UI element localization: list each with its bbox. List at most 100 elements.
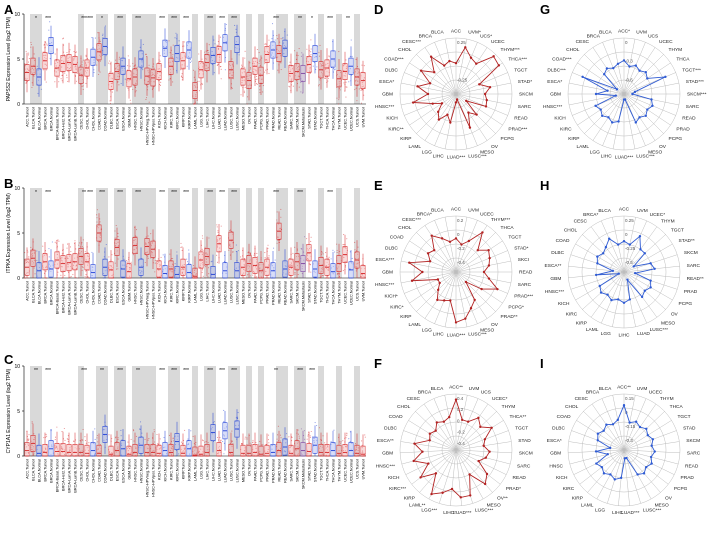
data-point: [156, 277, 158, 279]
data-point: [151, 454, 153, 456]
x-tick-label: ESCA.Normal: [122, 459, 126, 483]
radar-axis-label: THYM: [661, 219, 675, 225]
data-point: [85, 82, 87, 85]
data-point: [338, 51, 340, 53]
y-tick-label: 0: [17, 102, 20, 108]
data-point: [67, 258, 69, 260]
radar-spoke: [434, 42, 457, 95]
data-point: [85, 54, 87, 56]
box: [54, 443, 60, 457]
x-tick-label: MESO.Tumor: [242, 106, 246, 130]
data-point: [181, 451, 183, 453]
data-point: [127, 450, 129, 452]
radar-axis-label: LUAD: [637, 331, 650, 337]
data-point: [256, 82, 258, 85]
data-point: [322, 275, 324, 277]
data-point: [201, 61, 203, 63]
data-point: [297, 273, 299, 276]
data-point: [133, 65, 135, 68]
x-tick-label: THCA.Tumor: [326, 280, 330, 303]
x-tick-label: COAD.Normal: [104, 281, 108, 305]
x-tick-label: LUSC.Normal: [236, 459, 240, 483]
x-tick-label: HNSC.Normal: [140, 459, 144, 483]
x-tick-label: BRCA-LumA.Tumor: [68, 106, 72, 140]
data-point: [310, 39, 312, 41]
data-point: [141, 59, 143, 61]
data-point: [224, 69, 226, 71]
data-point: [139, 46, 141, 48]
data-point: [217, 45, 219, 47]
radar-panel-i: ACC** UVMUCECTHYMTHCATGCTSTADSKCMSARCREAD…: [547, 385, 701, 517]
data-point: [61, 80, 63, 82]
data-point: [306, 438, 308, 440]
y-axis-label: ITPKA Expression Level (log2 TPM): [6, 193, 12, 273]
radar-point: [596, 432, 600, 435]
radar-point: [488, 256, 491, 260]
data-point: [51, 444, 53, 446]
radar-point: [646, 77, 649, 80]
radar-axis-label: LIHC: [433, 153, 444, 159]
data-point: [271, 52, 273, 54]
data-point: [198, 253, 201, 255]
x-tick-label: KICH.Tumor: [158, 106, 162, 128]
box: [342, 444, 348, 457]
radar-axis-label: THCA: [501, 225, 515, 231]
radar-point: [628, 298, 632, 301]
data-point: [229, 72, 231, 74]
radar-point: [622, 240, 626, 243]
radar-axis-label: LIHC: [619, 333, 630, 339]
radar-axis-label: BLCA: [599, 30, 612, 36]
data-point: [97, 60, 99, 62]
data-point: [290, 440, 293, 442]
data-point: [207, 253, 209, 255]
significance-label: ***: [171, 368, 177, 374]
data-point: [268, 277, 270, 279]
radar-spoke: [592, 47, 625, 95]
x-tick-label: PRAD.Tumor: [266, 280, 270, 303]
x-tick-label: DLBC.Tumor: [110, 458, 114, 481]
data-point: [277, 434, 279, 436]
radar-ring-label: 0.2: [457, 407, 464, 412]
radar-axis-label: GBM: [382, 270, 393, 276]
group-shade: [318, 188, 324, 278]
x-tick-label: PAAD.Tumor: [254, 458, 258, 481]
data-point: [321, 270, 323, 272]
significance-label: ***: [183, 16, 189, 22]
data-point: [85, 63, 87, 66]
data-point: [346, 86, 348, 88]
data-point: [145, 53, 148, 55]
data-point: [243, 269, 245, 271]
radar-point: [487, 277, 491, 280]
data-point: [279, 451, 281, 453]
data-point: [157, 258, 159, 260]
data-point: [168, 434, 171, 436]
radar-spoke: [455, 93, 468, 149]
x-tick-label: HNSC.Tumor: [134, 280, 138, 303]
x-tick-label: KIRP.Normal: [188, 281, 192, 303]
data-point: [61, 277, 63, 279]
data-point: [334, 69, 336, 71]
group-shade: [132, 188, 156, 278]
significance-label: ***: [219, 368, 225, 374]
data-point: [61, 257, 63, 259]
radar-point: [617, 272, 620, 275]
data-point: [172, 44, 174, 46]
data-point: [330, 258, 332, 260]
data-point: [313, 440, 315, 442]
data-point: [267, 52, 270, 54]
data-point: [99, 221, 101, 223]
radar-point: [480, 287, 483, 291]
x-tick-label: STAD.Tumor: [308, 106, 312, 128]
radar-point: [602, 472, 606, 475]
radar-point: [622, 404, 626, 407]
radar-ring-label: 0: [625, 40, 628, 45]
radar-spoke: [423, 403, 457, 451]
y-tick-label: 5: [17, 57, 20, 63]
data-point: [253, 68, 255, 70]
data-point: [180, 76, 182, 78]
x-tick-label: BRCA.Normal: [50, 281, 54, 305]
data-point: [216, 224, 218, 226]
data-point: [153, 431, 155, 433]
radar-axis-label: BRCA: [586, 390, 600, 396]
data-point: [213, 39, 215, 41]
